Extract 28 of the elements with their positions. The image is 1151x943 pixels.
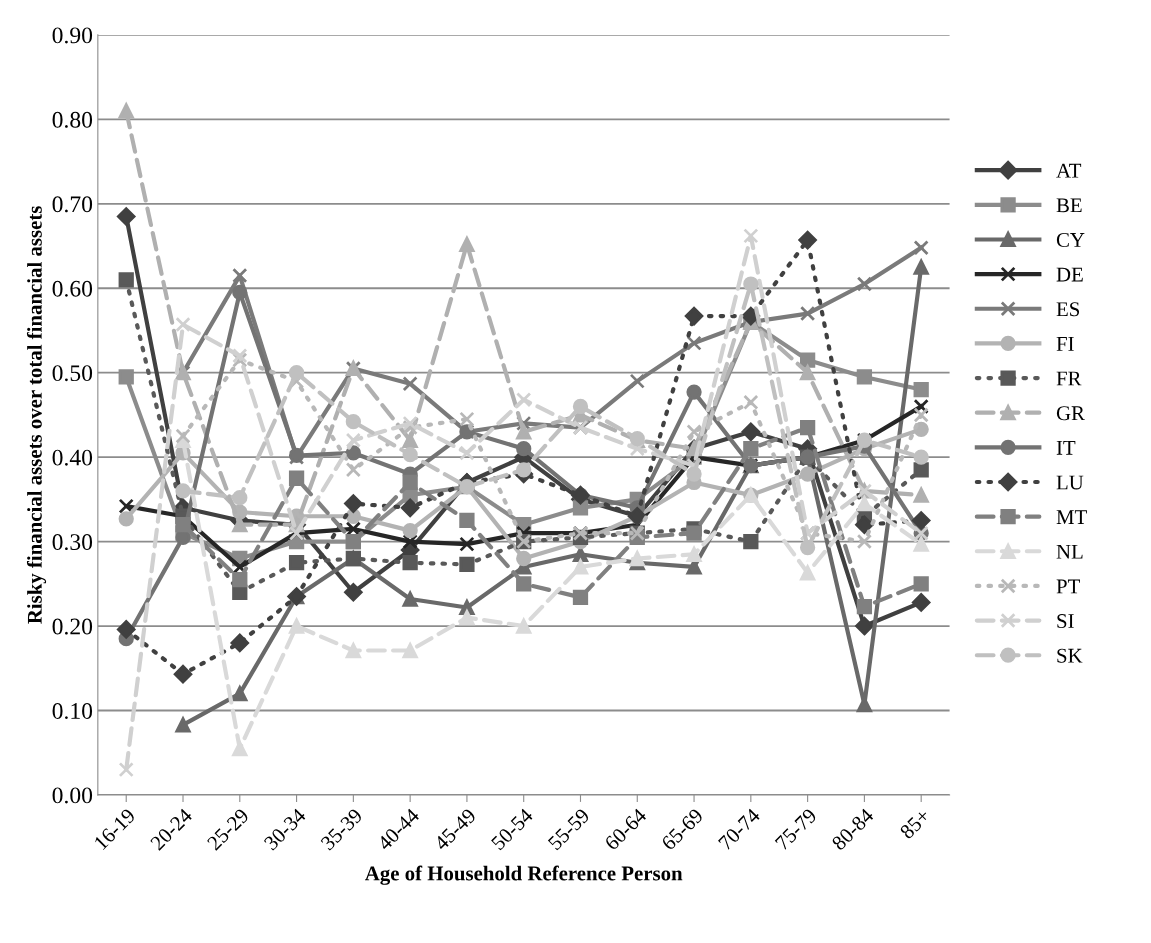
y-tick-label: 0.80 (52, 111, 93, 128)
legend-label: CY (1056, 232, 1085, 247)
y-tick-label: 0.30 (52, 534, 93, 551)
y-tick-label: 0.50 (52, 365, 93, 382)
legend-label: IT (1056, 441, 1076, 455)
y-tick-label: 0.40 (52, 449, 93, 466)
legend-label: PT (1056, 579, 1080, 594)
legend-label: GR (1056, 406, 1085, 421)
y-tick-label: 0.70 (52, 196, 93, 213)
y-axis-title: Risky financial assets over total financial assets (26, 206, 47, 624)
y-tick-label: 0.10 (52, 702, 93, 720)
legend-label: FI (1056, 337, 1074, 351)
legend-label: BE (1056, 198, 1082, 213)
y-tick-label: 0.60 (52, 280, 93, 297)
y-tick-label: 0.20 (52, 618, 93, 635)
legend-label: SI (1057, 614, 1074, 629)
y-tick-label: 0.90 (52, 27, 93, 44)
legend-label: MT (1056, 510, 1087, 524)
x-tick-label: 85+ (899, 807, 931, 840)
legend-label: SK (1057, 648, 1083, 663)
legend-label: AT (1056, 163, 1082, 178)
legend-label: DE (1056, 267, 1083, 282)
legend-label: ES (1056, 302, 1080, 317)
y-tick-label: 0.00 (52, 787, 93, 804)
x-axis-title: Age of Household Reference Person (364, 865, 683, 885)
legend-label: LU (1056, 475, 1084, 490)
legend-label: NL (1056, 544, 1083, 559)
legend-label: FR (1056, 371, 1082, 386)
